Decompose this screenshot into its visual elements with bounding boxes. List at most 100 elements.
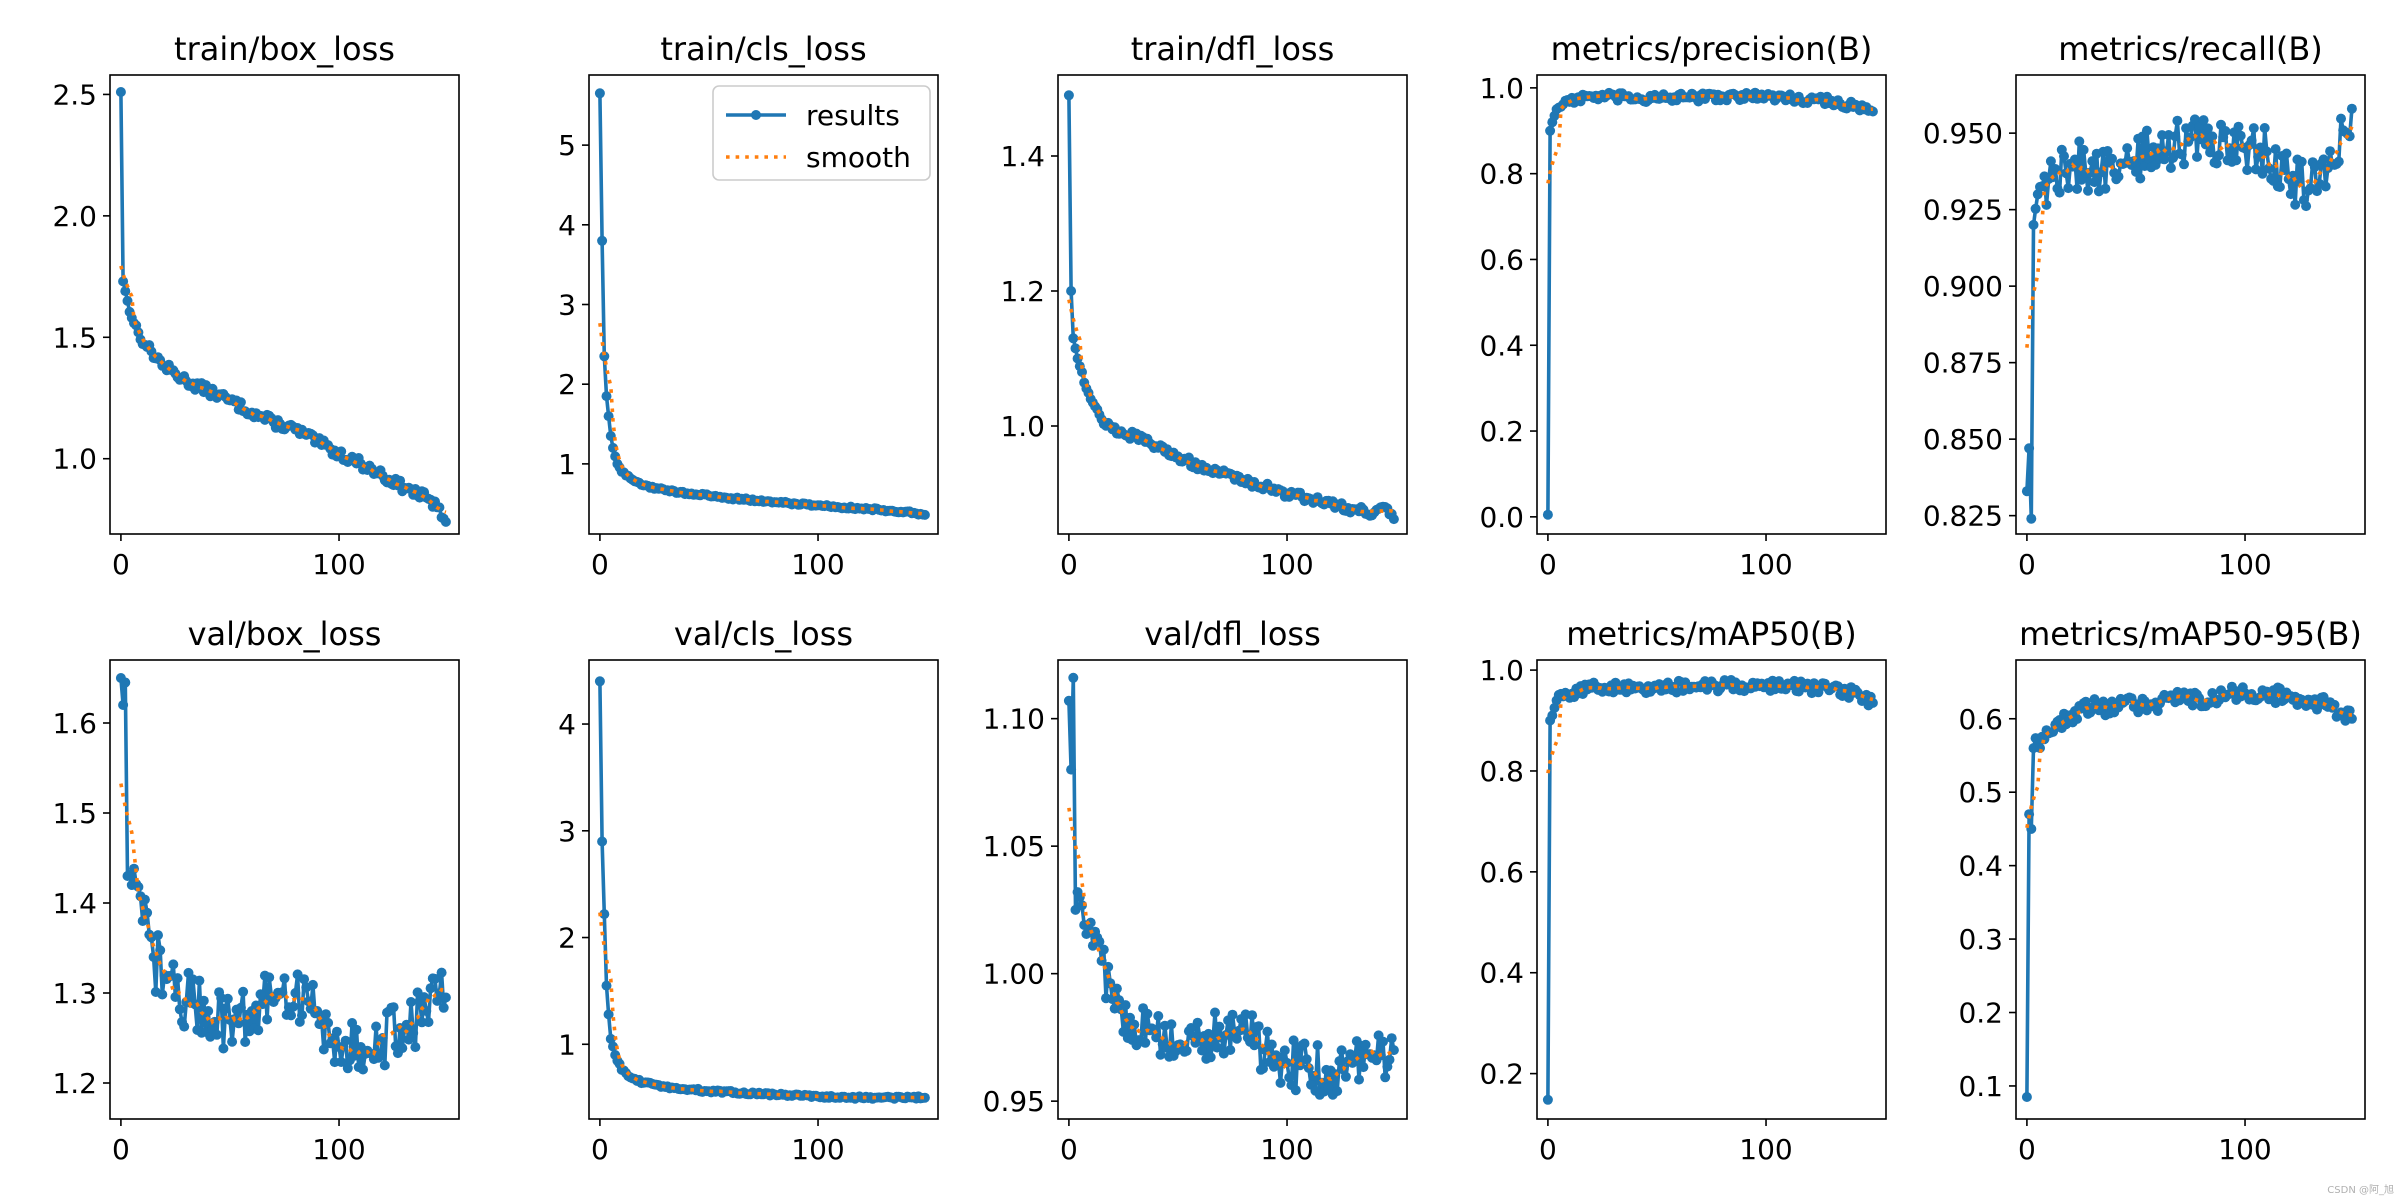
results-series-line bbox=[1546, 90, 1874, 515]
plot-frame bbox=[109, 659, 460, 1120]
results-point bbox=[594, 88, 605, 99]
results-point bbox=[2235, 130, 2246, 141]
results-point bbox=[235, 1002, 246, 1013]
y-tick-label: 0.0 bbox=[1479, 501, 1524, 534]
y-tick-label: 4 bbox=[558, 708, 576, 741]
results-point bbox=[2045, 156, 2056, 167]
results-point bbox=[133, 881, 144, 892]
results-point bbox=[1384, 1054, 1395, 1065]
results-point bbox=[2159, 154, 2170, 165]
results-point bbox=[277, 987, 288, 998]
results-point bbox=[1340, 1071, 1351, 1082]
results-point bbox=[597, 235, 608, 246]
results-point bbox=[599, 909, 610, 920]
y-tick-label: 4 bbox=[558, 209, 576, 242]
y-tick-label: 3 bbox=[558, 289, 576, 322]
smooth-series-line bbox=[598, 912, 925, 1100]
x-tick-label: 100 bbox=[791, 548, 844, 581]
plot-frame bbox=[1057, 659, 1408, 1120]
results-point bbox=[1103, 961, 1114, 972]
results-point bbox=[153, 930, 163, 941]
results-point bbox=[288, 1001, 299, 1012]
results-point bbox=[1098, 944, 1109, 955]
results-point bbox=[1262, 1026, 1273, 1037]
results-point bbox=[2144, 153, 2155, 164]
results-point bbox=[408, 1028, 419, 1038]
results-point bbox=[1349, 1055, 1360, 1066]
results-point bbox=[430, 973, 440, 984]
results-point bbox=[1867, 106, 1878, 117]
x-tick-label: 100 bbox=[1739, 1133, 1792, 1166]
results-point bbox=[1181, 1045, 1192, 1056]
results-point bbox=[919, 509, 930, 520]
smooth-series-line bbox=[1546, 682, 1874, 774]
subplot-train-cls-loss: train/cls_loss 0 100 1 2 3 4 5 results smooth bbox=[558, 30, 939, 581]
y-tick-label: 0.6 bbox=[1479, 856, 1524, 889]
smooth-series-line bbox=[2025, 125, 2354, 348]
y-tick-label: 1.0 bbox=[1479, 654, 1524, 687]
y-tick-label: 0.6 bbox=[1479, 243, 1524, 276]
results-point bbox=[2072, 714, 2083, 724]
y-tick-label: 0.8 bbox=[1479, 755, 1524, 788]
y-tick-label: 1.00 bbox=[983, 958, 1045, 991]
x-tick-label: 0 bbox=[112, 1133, 130, 1166]
results-series-line bbox=[119, 91, 448, 523]
series-group bbox=[1542, 675, 1878, 1105]
results-point bbox=[358, 1064, 368, 1075]
subplot-title: metrics/precision(B) bbox=[1551, 30, 1873, 68]
results-point bbox=[1549, 702, 1560, 713]
results-point bbox=[1275, 1077, 1286, 1088]
results-point bbox=[351, 1024, 362, 1035]
results-point bbox=[115, 87, 126, 97]
x-tick-label: 100 bbox=[1260, 548, 1313, 581]
results-point bbox=[2054, 187, 2065, 198]
y-tick-label: 0.2 bbox=[1479, 415, 1524, 448]
results-point bbox=[2024, 443, 2035, 454]
results-point bbox=[118, 700, 129, 710]
results-point bbox=[2281, 148, 2292, 159]
y-tick-label: 1.2 bbox=[1000, 275, 1045, 308]
results-point bbox=[2165, 163, 2176, 173]
results-point bbox=[2102, 146, 2113, 156]
x-tick-label: 100 bbox=[1260, 1133, 1313, 1166]
results-point bbox=[1301, 1054, 1312, 1065]
results-point bbox=[1212, 1042, 1223, 1053]
y-tick-label: 0.4 bbox=[1479, 329, 1524, 362]
results-point bbox=[601, 980, 612, 991]
results-point bbox=[1192, 1017, 1203, 1028]
y-tick-label: 0.900 bbox=[1923, 270, 2003, 303]
y-tick-label: 0.3 bbox=[1958, 923, 2003, 956]
plot-frame bbox=[109, 74, 460, 535]
results-point bbox=[1266, 1039, 1277, 1050]
results-point bbox=[2211, 158, 2222, 169]
results-point bbox=[2301, 201, 2312, 212]
results-point bbox=[2242, 165, 2253, 176]
results-point bbox=[2030, 203, 2041, 214]
y-tick-label: 0.8 bbox=[1479, 158, 1524, 191]
results-point bbox=[436, 967, 447, 978]
results-point bbox=[1231, 1033, 1242, 1044]
subplot-title: train/dfl_loss bbox=[1131, 30, 1335, 68]
results-point bbox=[142, 907, 153, 918]
results-point bbox=[2021, 1092, 2032, 1102]
y-tick-label: 1.0 bbox=[1000, 410, 1045, 443]
plot-frame bbox=[1536, 74, 1887, 535]
results-point bbox=[1197, 1045, 1207, 1056]
results-point bbox=[1151, 1032, 1162, 1043]
results-point bbox=[179, 1021, 190, 1032]
results-point bbox=[1166, 1019, 1177, 1030]
results-point bbox=[388, 1002, 399, 1013]
x-tick-label: 100 bbox=[312, 548, 365, 581]
y-tick-label: 1.3 bbox=[52, 977, 97, 1010]
subplot-title: metrics/mAP50(B) bbox=[1566, 615, 1857, 653]
results-point bbox=[1068, 333, 1079, 344]
results-point bbox=[1354, 1074, 1364, 1085]
results-point bbox=[255, 989, 266, 1000]
y-tick-label: 3 bbox=[558, 815, 576, 848]
y-tick-label: 2.0 bbox=[52, 200, 97, 233]
results-point bbox=[1111, 983, 1122, 994]
results-point bbox=[211, 1029, 222, 1040]
results-point bbox=[1085, 917, 1096, 928]
subplot-metrics-recall-b: metrics/recall(B) 0 100 0.825 0.850 0.875 0.90… bbox=[1923, 30, 2366, 581]
